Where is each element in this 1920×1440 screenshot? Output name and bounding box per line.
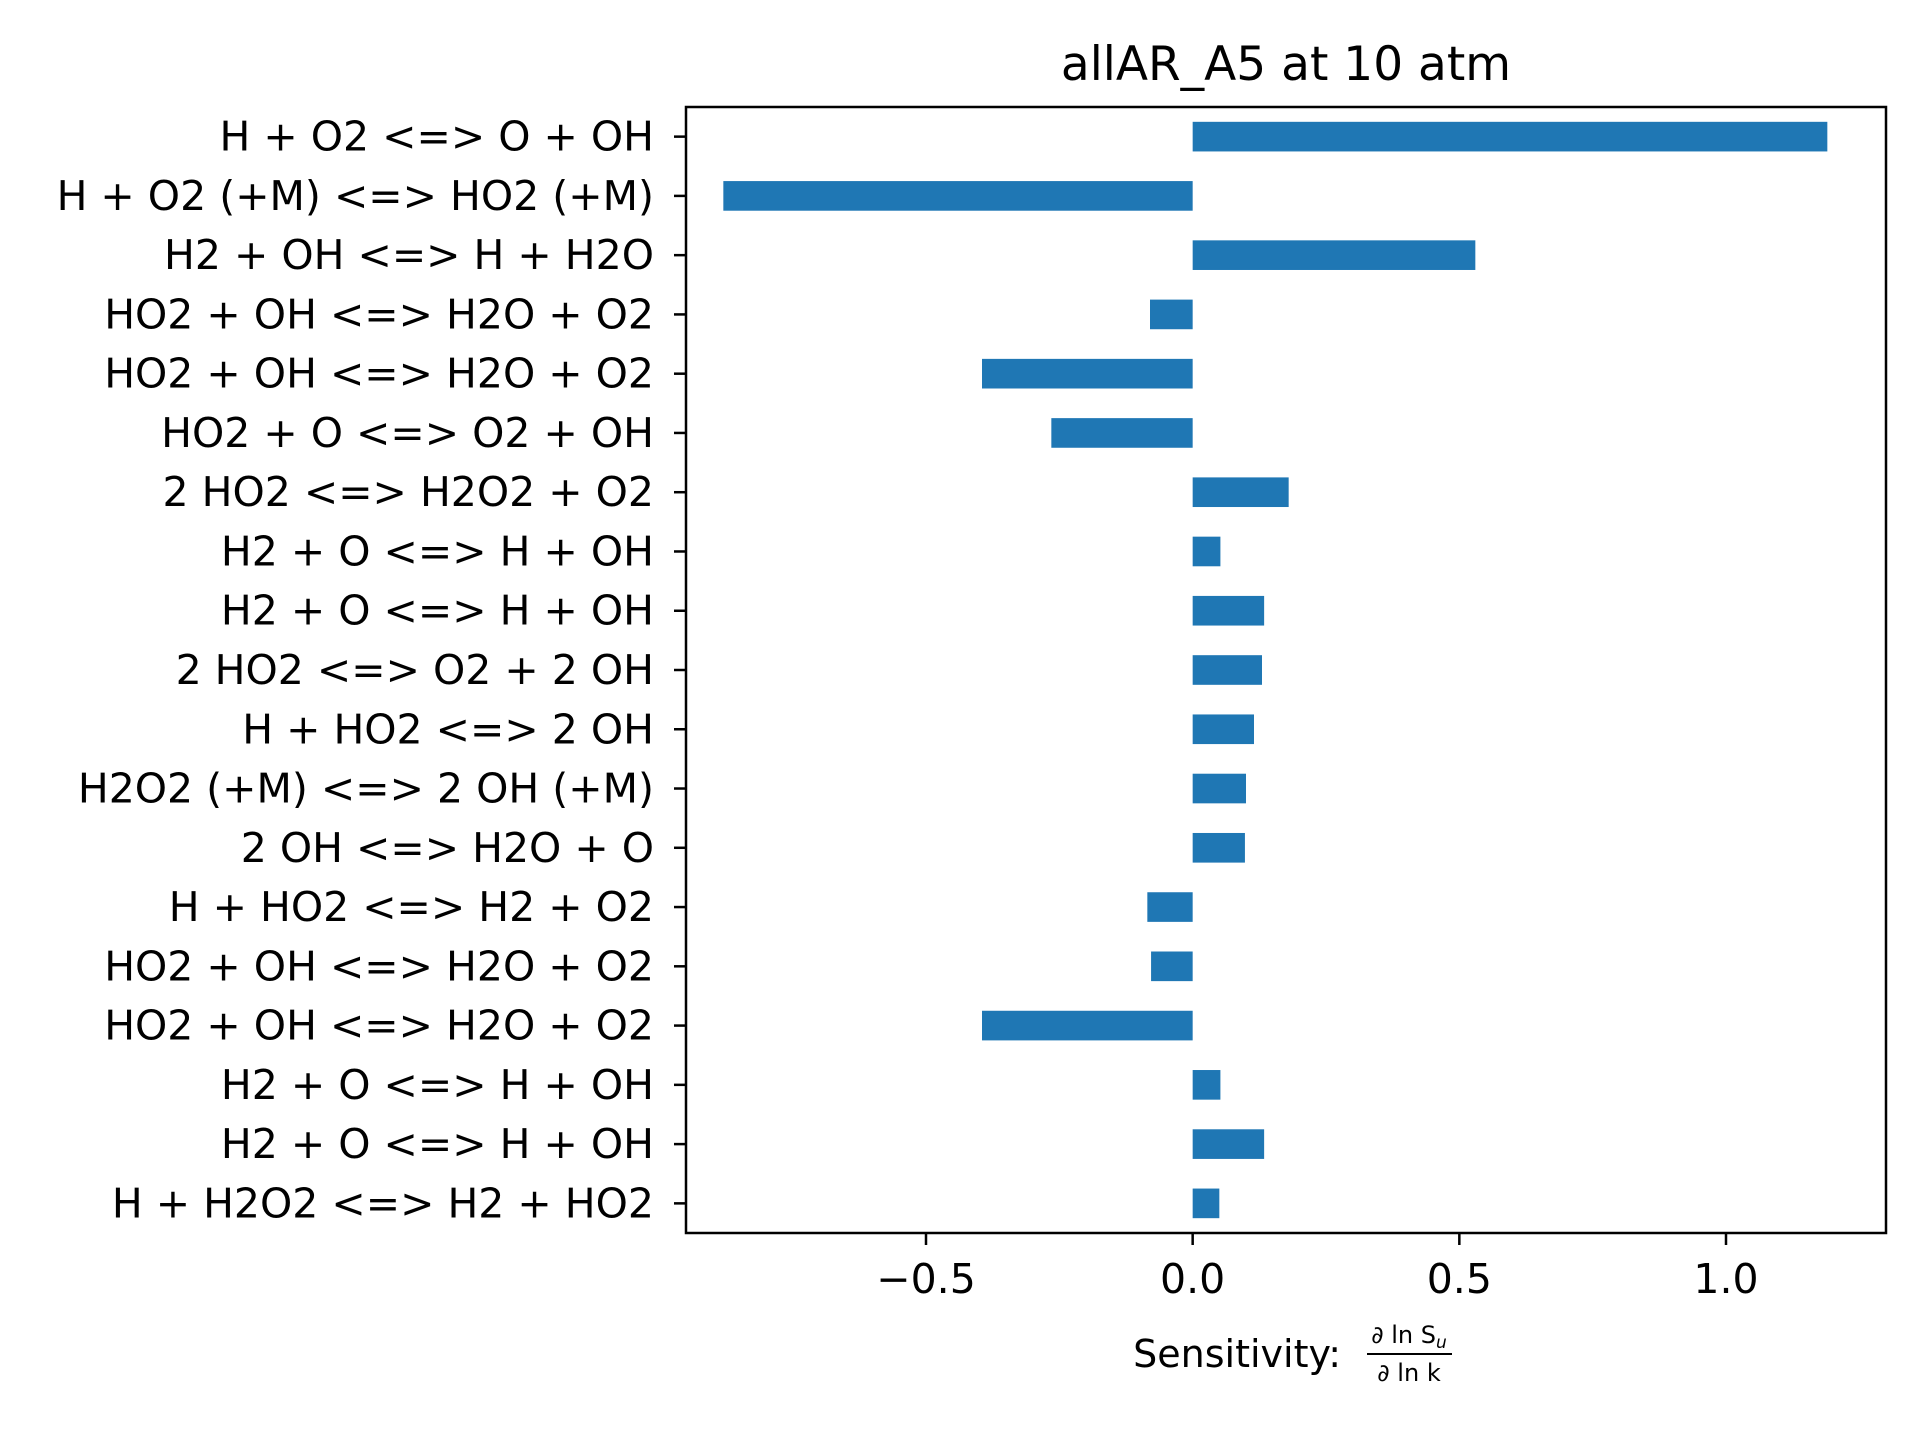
- bar-2: [1192, 240, 1476, 270]
- y-tick-label-2: H2 + OH <=> H + H2O: [164, 231, 654, 279]
- bar-13: [1147, 892, 1193, 922]
- y-tick-label-17: H2 + O <=> H + OH: [221, 1120, 654, 1168]
- bar-7: [1192, 536, 1221, 567]
- x-tick-label-3: 1.0: [1693, 1255, 1758, 1303]
- y-tick-label-3: HO2 + OH <=> H2O + O2: [104, 290, 654, 338]
- y-tick-label-18: H + H2O2 <=> H2 + HO2: [112, 1179, 654, 1227]
- bar-5: [1051, 418, 1193, 448]
- y-axis: H + O2 <=> O + OH H + O2 (+M) <=> HO2 (+M…: [57, 113, 686, 1227]
- x-tick-label-0: −0.5: [876, 1255, 976, 1303]
- bar-6: [1192, 477, 1289, 508]
- y-tick-label-4: HO2 + OH <=> H2O + O2: [104, 350, 654, 398]
- bar-1: [723, 181, 1193, 211]
- plot-frame: [684, 105, 1888, 1235]
- x-axis: −0.5 0.0 0.5 1.0: [876, 1233, 1759, 1303]
- y-tick-label-5: HO2 + O <=> O2 + OH: [161, 409, 654, 457]
- y-tick-label-11: H2O2 (+M) <=> 2 OH (+M): [78, 765, 654, 813]
- bar-16: [1192, 1070, 1221, 1100]
- y-tick-label-0: H + O2 <=> O + OH: [219, 113, 654, 161]
- y-tick-label-14: HO2 + OH <=> H2O + O2: [104, 942, 654, 990]
- y-tick-label-12: 2 OH <=> H2O + O: [241, 824, 654, 872]
- bar-8: [1192, 595, 1265, 626]
- bar-4: [982, 358, 1193, 389]
- y-tick-label-6: 2 HO2 <=> H2O2 + O2: [163, 468, 654, 516]
- bar-12: [1192, 832, 1245, 863]
- bar-17: [1192, 1129, 1265, 1159]
- y-tick-label-1: H + O2 (+M) <=> HO2 (+M): [57, 172, 654, 220]
- chart-title: allAR_A5 at 10 atm: [1061, 37, 1511, 92]
- x-axis-label-numerator-main: ∂ ln S: [1371, 1321, 1436, 1349]
- x-tick-label-1: 0.0: [1160, 1255, 1225, 1303]
- y-tick-label-16: H2 + O <=> H + OH: [221, 1061, 654, 1109]
- bar-10: [1192, 714, 1254, 745]
- y-tick-label-7: H2 + O <=> H + OH: [221, 527, 654, 575]
- bar-3: [1150, 299, 1193, 330]
- bar-18: [1192, 1188, 1220, 1219]
- x-axis-label: Sensitivity: ∂ ln Su ∂ ln k: [1133, 1321, 1452, 1387]
- bar-0: [1192, 121, 1828, 152]
- bar-15: [982, 1010, 1193, 1041]
- x-axis-label-numerator: ∂ ln Su: [1371, 1321, 1447, 1353]
- bars-layer: [723, 121, 1828, 1219]
- y-tick-label-10: H + HO2 <=> 2 OH: [242, 705, 654, 753]
- bar-11: [1192, 773, 1246, 804]
- x-axis-label-denominator: ∂ ln k: [1377, 1359, 1441, 1387]
- y-tick-label-13: H + HO2 <=> H2 + O2: [169, 883, 654, 931]
- bar-14: [1151, 951, 1193, 982]
- x-tick-label-2: 0.5: [1427, 1255, 1492, 1303]
- x-axis-label-prefix: Sensitivity:: [1133, 1332, 1341, 1376]
- x-axis-label-numerator-sub: u: [1436, 1333, 1447, 1353]
- y-tick-label-8: H2 + O <=> H + OH: [221, 587, 654, 635]
- y-tick-label-9: 2 HO2 <=> O2 + 2 OH: [176, 646, 654, 694]
- bar-9: [1192, 655, 1262, 685]
- y-tick-label-15: HO2 + OH <=> H2O + O2: [104, 1002, 654, 1050]
